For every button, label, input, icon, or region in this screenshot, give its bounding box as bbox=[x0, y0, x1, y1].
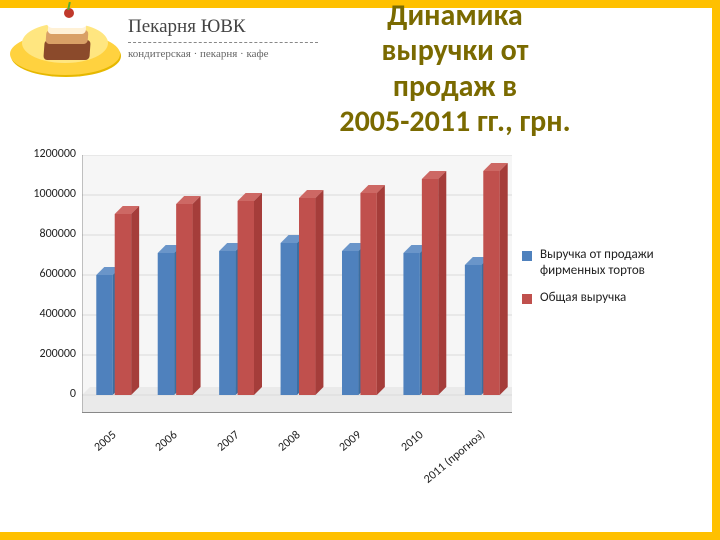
decor-border-right bbox=[712, 0, 720, 540]
chart-plot bbox=[82, 155, 512, 413]
y-tick-label: 400000 bbox=[20, 307, 76, 321]
x-tick-label: 2006 bbox=[153, 428, 181, 454]
x-tick-label: 2009 bbox=[337, 428, 365, 454]
y-tick-label: 1200000 bbox=[20, 147, 76, 161]
logo-cake-icon bbox=[40, 16, 94, 62]
revenue-chart: 020000040000060000080000010000001200000 … bbox=[20, 155, 710, 525]
legend-swatch bbox=[522, 251, 532, 261]
y-tick-label: 200000 bbox=[20, 347, 76, 361]
title-line-2: выручки от bbox=[382, 32, 529, 69]
x-tick-label: 2010 bbox=[399, 428, 427, 454]
legend-label: Общая выручка bbox=[540, 290, 626, 306]
logo-plate-icon bbox=[10, 18, 120, 78]
x-axis-labels: 2005 2006 2007 2008 2009 20102011 (прогноз) bbox=[82, 417, 512, 507]
x-tick-label: 2011 (прогноз) bbox=[422, 428, 489, 487]
y-tick-label: 800000 bbox=[20, 227, 76, 241]
page-title: Динамика выручки от продаж в 2005-2011 г… bbox=[200, 0, 710, 140]
title-line-1: Динамика bbox=[387, 0, 522, 34]
legend-item: Выручка от продажи фирменных тортов bbox=[522, 247, 712, 280]
legend-label: Выручка от продажи фирменных тортов bbox=[540, 247, 712, 280]
y-tick-label: 600000 bbox=[20, 267, 76, 281]
y-tick-label: 1000000 bbox=[20, 187, 76, 201]
page: Пекарня ЮВК кондитерская · пекарня · каф… bbox=[0, 0, 720, 540]
x-tick-label: 2007 bbox=[214, 428, 242, 454]
legend-item: Общая выручка bbox=[522, 290, 712, 306]
x-tick-label: 2005 bbox=[91, 428, 119, 454]
chart-legend: Выручка от продажи фирменных тортов Обща… bbox=[522, 247, 712, 316]
decor-border-bottom bbox=[0, 532, 720, 540]
title-line-3: продаж в bbox=[393, 68, 517, 105]
title-line-4: 2005-2011 гг., грн. bbox=[339, 103, 570, 140]
y-tick-label: 0 bbox=[20, 387, 76, 401]
x-tick-label: 2008 bbox=[276, 428, 304, 454]
legend-swatch bbox=[522, 294, 532, 304]
